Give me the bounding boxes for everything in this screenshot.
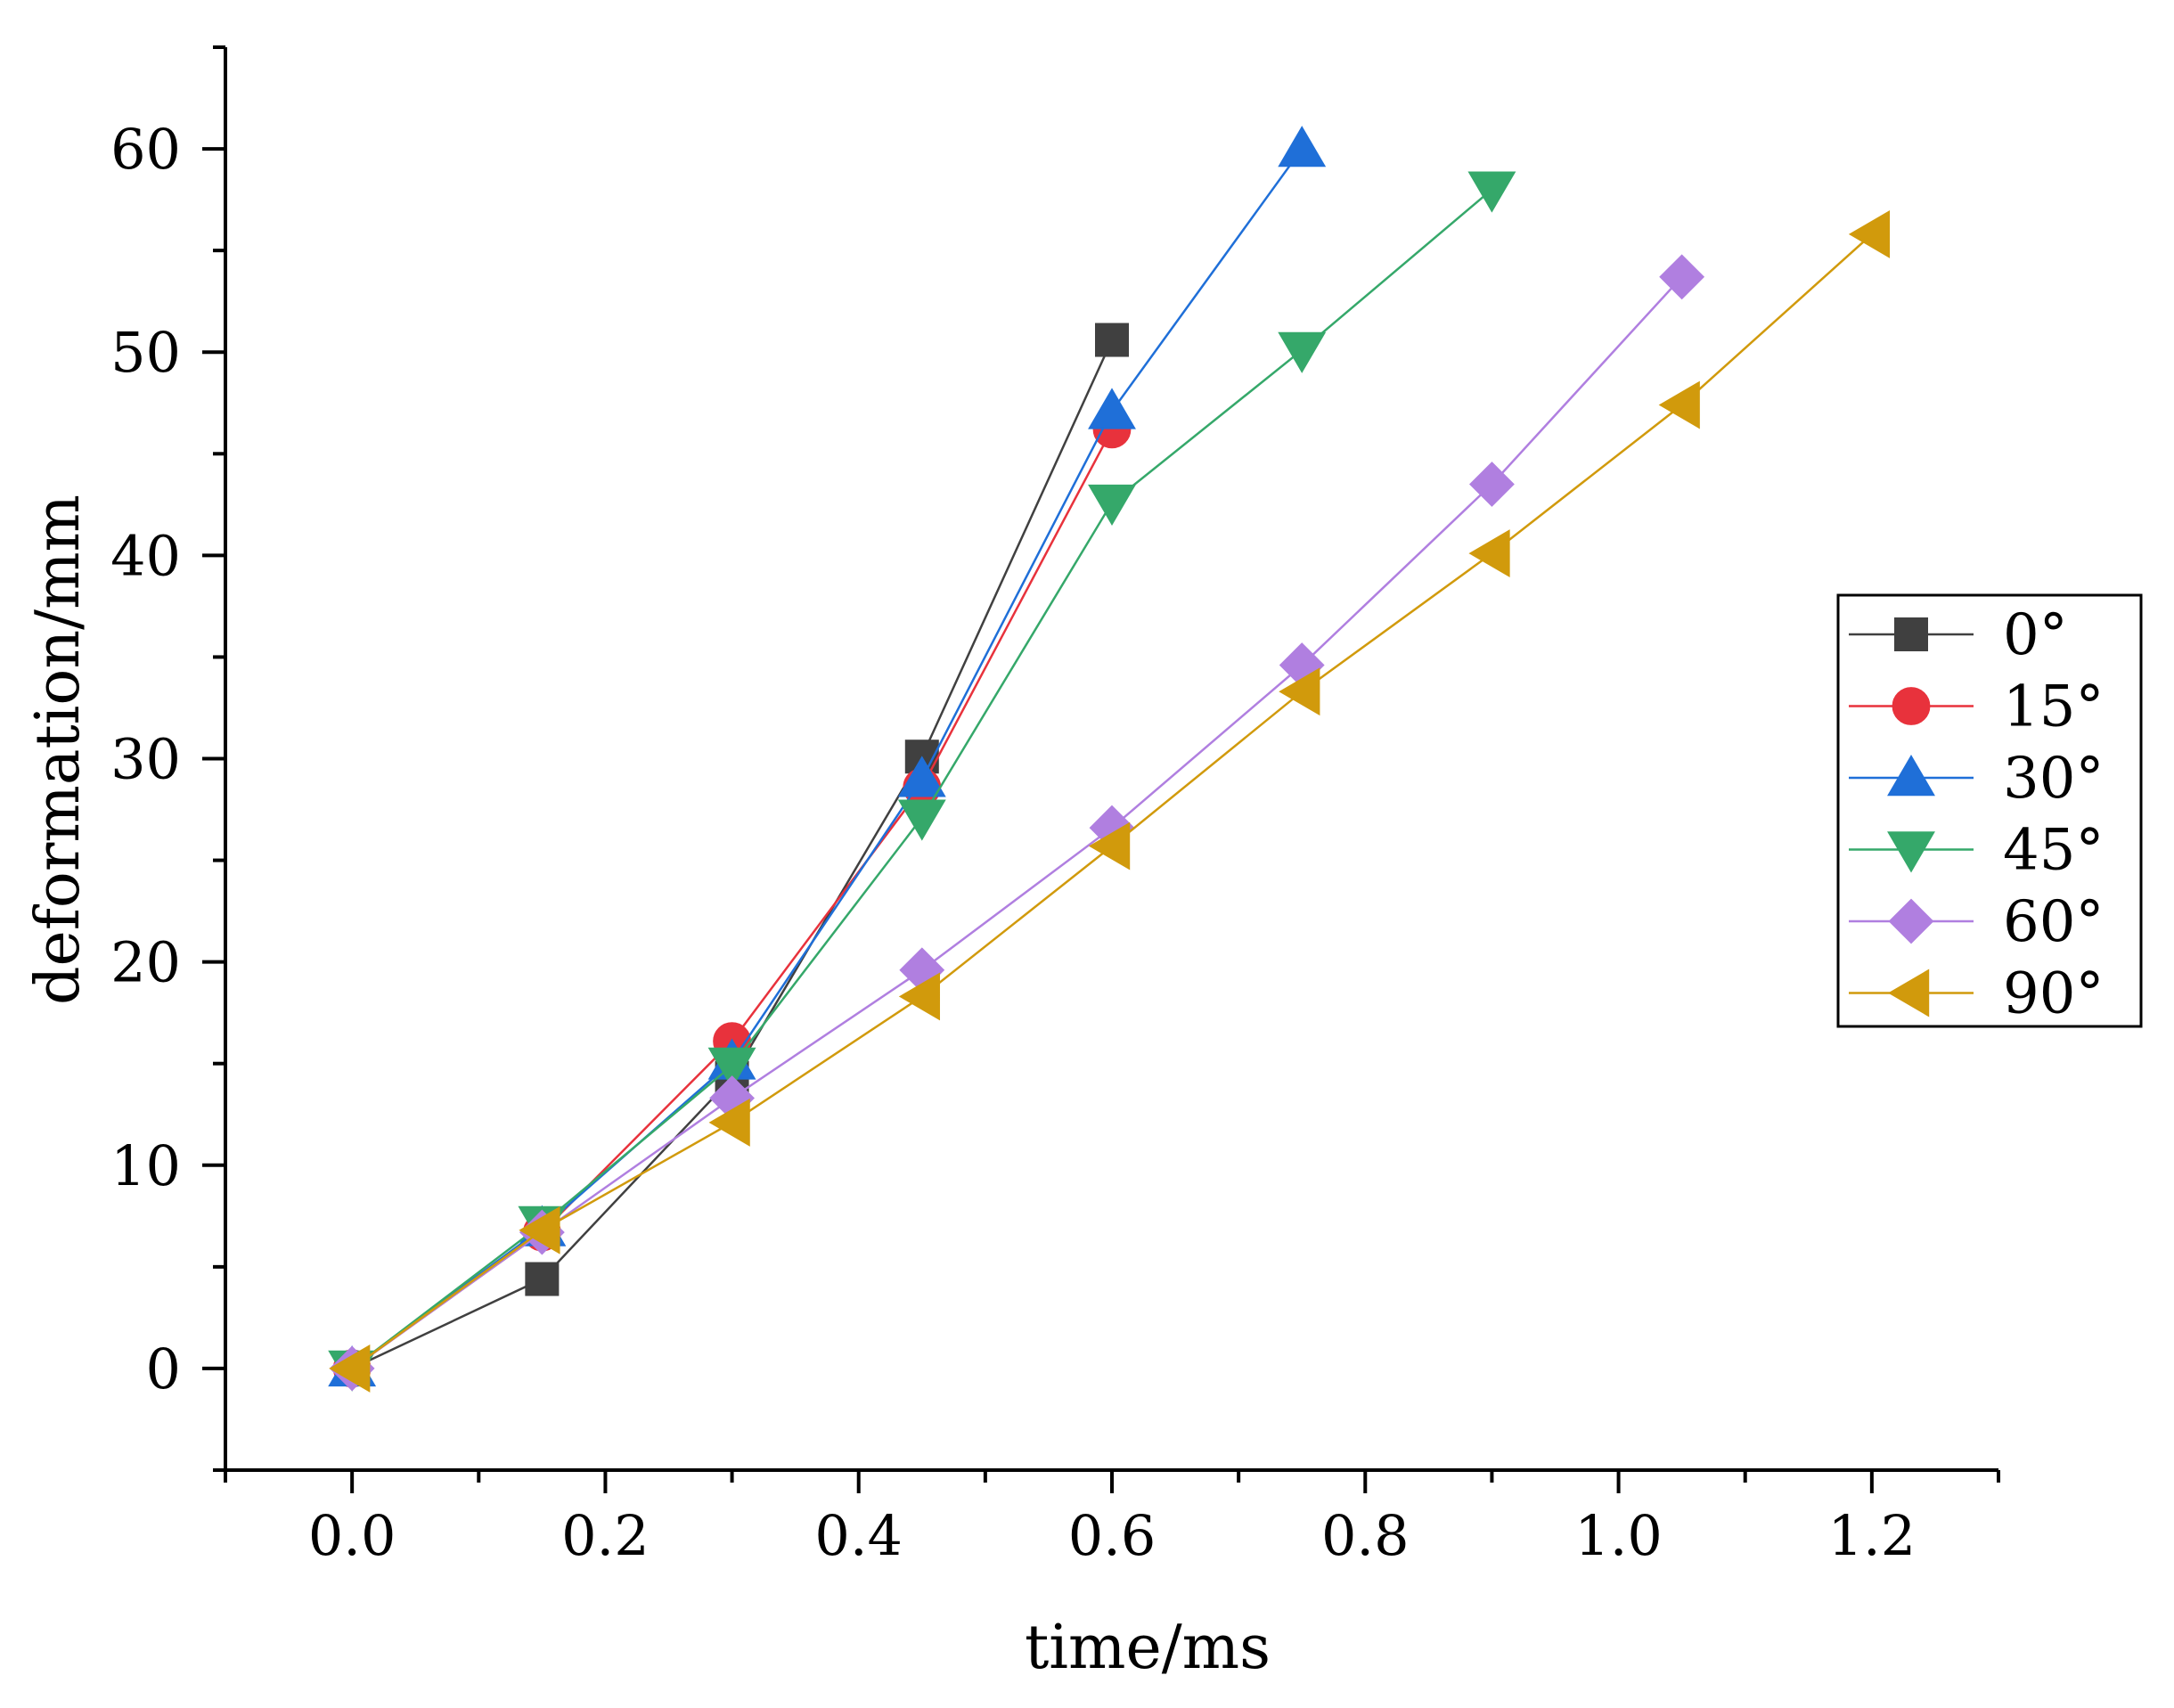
legend-label: 30° [2003, 746, 2104, 812]
series-line [351, 429, 1114, 1369]
legend-label: 15° [2003, 674, 2104, 740]
data-point [329, 1344, 371, 1393]
series-4 [329, 254, 1705, 1392]
data-point [897, 799, 946, 841]
legend-item: 45° [1849, 818, 2104, 884]
y-tick-label: 10 [110, 1133, 181, 1198]
data-point [897, 756, 946, 797]
legend-label: 0° [2003, 602, 2068, 668]
x-tick-label: 1.0 [1574, 1503, 1663, 1568]
series-line [351, 339, 1114, 1370]
x-axis-title: time/ms [1025, 1613, 1271, 1683]
legend-item: 90° [1849, 961, 2104, 1027]
data-point [1467, 171, 1516, 213]
legend-box [1836, 593, 2143, 1028]
legend-item: 60° [1849, 889, 2104, 955]
legend-label: 45° [2003, 818, 2104, 884]
series-line [351, 275, 1683, 1369]
x-tick-label: 1.2 [1828, 1503, 1917, 1568]
legend-marker [1894, 617, 1928, 651]
x-tick-label: 0.0 [308, 1503, 396, 1568]
legend-item: 0° [1849, 602, 2068, 668]
data-point [707, 1047, 756, 1089]
y-tick-label: 40 [110, 523, 181, 588]
series-0 [335, 323, 1129, 1385]
y-tick-label: 60 [110, 117, 181, 182]
data-point [1095, 323, 1129, 357]
series-2 [328, 126, 1327, 1387]
series-5 [329, 209, 1891, 1393]
legend-label: 60° [2003, 889, 2104, 955]
x-tick-label: 0.8 [1321, 1503, 1410, 1568]
legend-item: 30° [1849, 746, 2104, 812]
data-point [1468, 529, 1510, 578]
series-line [351, 148, 1304, 1369]
data-point [1848, 209, 1891, 258]
legend-label: 90° [2003, 961, 2104, 1027]
data-point [1658, 380, 1700, 429]
legend-marker [1892, 687, 1931, 725]
x-tick-label: 0.4 [814, 1503, 903, 1568]
data-point [1279, 667, 1320, 716]
y-tick-label: 0 [146, 1336, 181, 1402]
data-point [519, 1205, 560, 1254]
series-1 [332, 410, 1132, 1388]
legend-marker [1887, 831, 1935, 873]
axes: 0.0 0.2 0.4 0.6 0.8 1.0 1.2 0 10 20 30 40 50 60 [110, 45, 2000, 1568]
legend-marker [1888, 968, 1930, 1017]
legend-item: 15° [1849, 674, 2104, 740]
data-point [1088, 388, 1136, 429]
legend-marker [1888, 898, 1934, 944]
data-point [898, 972, 940, 1021]
data-point [1088, 484, 1136, 527]
x-tick-label: 0.6 [1068, 1503, 1156, 1568]
legend: 0°15°30°45°60°90° [1836, 593, 2143, 1028]
y-tick-label: 30 [110, 727, 181, 792]
y-tick-label: 50 [110, 320, 181, 385]
data-point [525, 1262, 560, 1296]
data-point [1278, 331, 1327, 373]
series-layer [328, 126, 1891, 1393]
data-point [1278, 126, 1327, 168]
data-point [1659, 254, 1705, 300]
legend-marker [1887, 755, 1935, 797]
data-point [708, 1098, 750, 1147]
x-tick-label: 0.2 [561, 1503, 650, 1568]
y-axis-title: deformation/mm [23, 494, 94, 1005]
data-point [1469, 462, 1515, 507]
y-tick-label: 20 [110, 930, 181, 995]
data-point [1089, 821, 1131, 870]
